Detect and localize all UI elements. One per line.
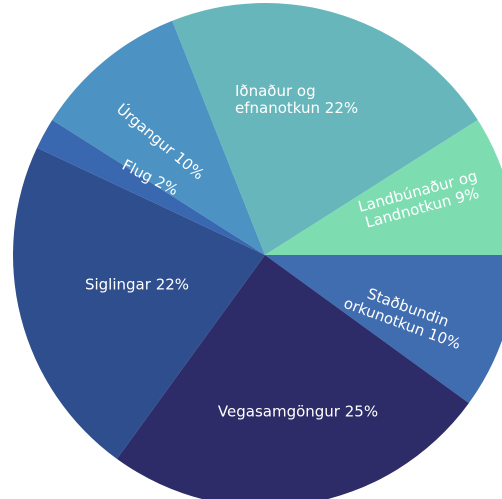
pie-slice [52, 20, 265, 256]
pie-slice [13, 147, 265, 459]
pie-slice [265, 119, 502, 255]
category-name: Vegasamgöngur [217, 402, 340, 421]
pie-slice [265, 255, 502, 404]
slice-label: Siglingar 22% [57, 275, 217, 294]
value-label: 22% [155, 275, 190, 294]
category-name: Iðnaður og efnanotkun [235, 82, 321, 117]
pie-slice [172, 3, 478, 255]
pie-slice [116, 255, 469, 499]
slice-label: Iðnaður og efnanotkun 22% [235, 83, 385, 117]
value-label: 25% [344, 402, 379, 421]
slice-label: Vegasamgöngur 25% [178, 402, 418, 421]
value-label: 22% [324, 99, 359, 117]
category-name: Siglingar [84, 275, 151, 294]
pie-slice [36, 119, 265, 255]
